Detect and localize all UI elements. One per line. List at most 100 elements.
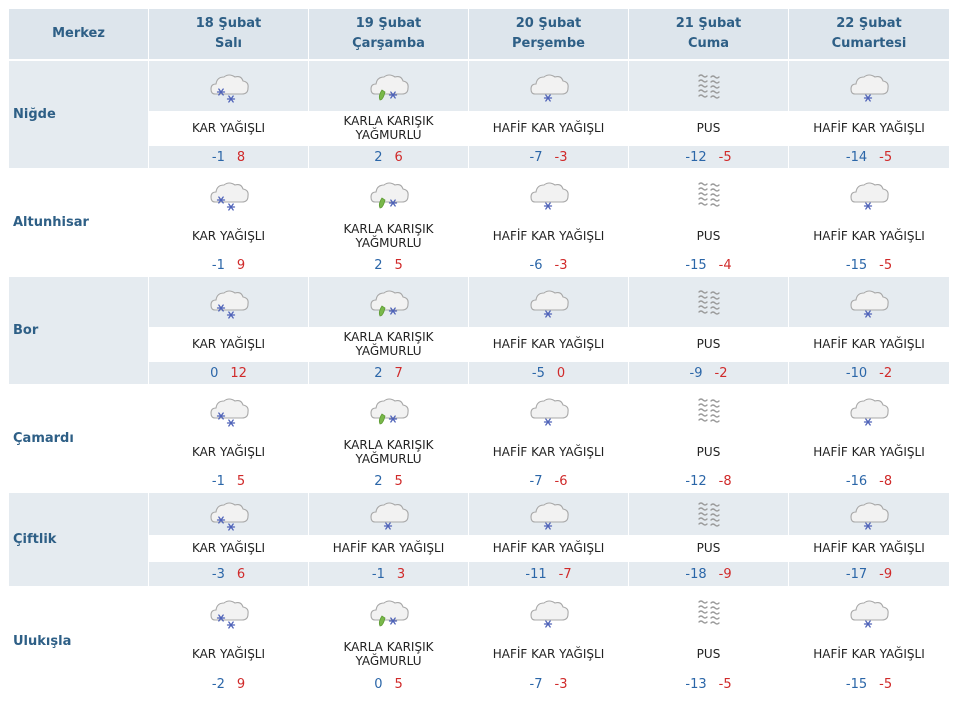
min-temperature: -13 xyxy=(685,676,707,692)
header-day: 22 Şubat Cumartesi xyxy=(789,9,949,59)
max-temperature: 7 xyxy=(394,365,403,381)
temperature-cell: -11 -7 xyxy=(469,562,628,586)
weather-description: KAR YAĞIŞLI xyxy=(191,541,266,556)
day-weekday: Cumartesi xyxy=(831,36,907,51)
min-temperature: -7 xyxy=(529,676,543,692)
weather-description: HAFİF KAR YAĞIŞLI xyxy=(492,445,605,460)
weather-description-cell: PUS xyxy=(629,218,788,255)
weather-description-cell: KAR YAĞIŞLI xyxy=(149,326,308,363)
header-day: 20 Şubat Perşembe xyxy=(469,9,629,59)
weather-description-cell: PUS xyxy=(629,110,788,147)
fog-icon xyxy=(687,284,731,320)
weather-description-cell: KAR YAĞIŞLI xyxy=(149,434,308,471)
forecast-cell: PUS -12 -5 xyxy=(629,61,789,168)
temperature-cell: -17 -9 xyxy=(789,562,949,586)
forecast-cell: PUS -13 -5 xyxy=(629,587,789,696)
weather-description-cell: HAFİF KAR YAĞIŞLI xyxy=(789,218,949,255)
table-row: Çiftlik KAR YAĞIŞLI -3 6 HAFİF KAR YAĞIŞLI -1… xyxy=(9,492,949,586)
max-temperature: -5 xyxy=(718,149,732,165)
sleet-cloud-icon xyxy=(367,68,411,104)
temperature-cell: -5 0 xyxy=(469,362,628,384)
table-row: Bor KAR YAĞIŞLI 0 12 KARLA KARIŞIK YAĞMURLU 2… xyxy=(9,276,949,384)
weather-description: PUS xyxy=(696,541,721,556)
weather-description: HAFİF KAR YAĞIŞLI xyxy=(813,337,925,352)
forecast-cell: HAFİF KAR YAĞIŞLI -5 0 xyxy=(469,277,629,384)
forecast-cell: KAR YAĞIŞLI -1 8 xyxy=(149,61,309,168)
weather-icon-cell xyxy=(149,385,308,435)
min-temperature: -12 xyxy=(685,473,707,489)
weather-description: HAFİF KAR YAĞIŞLI xyxy=(492,229,605,244)
temperature-cell: -1 5 xyxy=(149,470,308,492)
weather-description-cell: KAR YAĞIŞLI xyxy=(149,636,308,673)
forecast-cell: HAFİF KAR YAĞIŞLI -15 -5 xyxy=(789,587,949,696)
min-temperature: -3 xyxy=(211,566,225,582)
temperature-cell: -7 -3 xyxy=(469,672,628,696)
weather-icon-cell xyxy=(789,587,949,637)
light-snow-cloud-icon xyxy=(847,284,891,320)
temperature-cell: -7 -6 xyxy=(469,470,628,492)
forecast-cell: HAFİF KAR YAĞIŞLI -6 -3 xyxy=(469,169,629,276)
max-temperature: 9 xyxy=(236,676,246,692)
forecast-table: Merkez 18 Şubat Salı 19 Şubat Çarşamba 2… xyxy=(9,9,949,696)
max-temperature: -6 xyxy=(554,473,568,489)
max-temperature: -9 xyxy=(718,566,732,582)
fog-icon xyxy=(687,392,731,428)
min-temperature: -5 xyxy=(531,365,545,381)
district-name[interactable]: Çiftlik xyxy=(9,493,149,586)
fog-icon xyxy=(687,176,731,212)
day-date: 22 Şubat xyxy=(836,16,902,31)
weather-description: KAR YAĞIŞLI xyxy=(191,229,266,244)
light-snow-cloud-icon xyxy=(527,392,571,428)
day-date: 18 Şubat xyxy=(195,16,262,31)
forecast-cell: HAFİF KAR YAĞIŞLI -7 -3 xyxy=(469,61,629,168)
max-temperature: -3 xyxy=(554,149,568,165)
sleet-cloud-icon xyxy=(367,284,411,320)
table-row: Altunhisar KAR YAĞIŞLI -1 9 KARLA KARIŞIK YA… xyxy=(9,168,949,276)
light-snow-cloud-icon xyxy=(527,284,571,320)
header-center: Merkez xyxy=(9,9,149,59)
temperature-cell: -2 9 xyxy=(149,672,308,696)
day-weekday: Çarşamba xyxy=(352,36,425,51)
temperature-cell: -3 6 xyxy=(149,562,308,586)
min-temperature: -1 xyxy=(211,473,225,489)
weather-description: KAR YAĞIŞLI xyxy=(191,647,266,662)
temperature-cell: -9 -2 xyxy=(629,362,788,384)
weather-description: HAFİF KAR YAĞIŞLI xyxy=(813,541,925,556)
light-snow-cloud-icon xyxy=(527,68,571,104)
temperature-cell: -15 -5 xyxy=(789,254,949,276)
table-row: Çamardı KAR YAĞIŞLI -1 5 KARLA KARIŞIK YAĞMU… xyxy=(9,384,949,492)
max-temperature: -3 xyxy=(554,676,568,692)
district-name[interactable]: Altunhisar xyxy=(9,169,149,276)
weather-description-cell: KARLA KARIŞIK YAĞMURLU xyxy=(309,434,468,471)
max-temperature: -9 xyxy=(879,566,893,582)
temperature-cell: -7 -3 xyxy=(469,146,628,168)
weather-icon-cell xyxy=(629,385,788,435)
district-name[interactable]: Ulukışla xyxy=(9,587,149,696)
district-name[interactable]: Çamardı xyxy=(9,385,149,492)
forecast-cell: HAFİF KAR YAĞIŞLI -11 -7 xyxy=(469,493,629,586)
weather-description-cell: PUS xyxy=(629,326,788,363)
header-day: 18 Şubat Salı xyxy=(149,9,309,59)
forecast-cell: HAFİF KAR YAĞIŞLI -7 -6 xyxy=(469,385,629,492)
min-temperature: 0 xyxy=(374,676,383,692)
weather-icon-cell xyxy=(789,385,949,435)
temperature-cell: -13 -5 xyxy=(629,672,788,696)
max-temperature: -5 xyxy=(879,257,893,273)
snow-cloud-icon xyxy=(207,176,251,212)
table-row: Niğde KAR YAĞIŞLI -1 8 KARLA KARIŞIK YAĞMURL… xyxy=(9,60,949,168)
weather-description-cell: HAFİF KAR YAĞIŞLI xyxy=(469,636,628,673)
light-snow-cloud-icon xyxy=(527,176,571,212)
forecast-cell: PUS -15 -4 xyxy=(629,169,789,276)
min-temperature: -10 xyxy=(845,365,868,381)
weather-description: HAFİF KAR YAĞIŞLI xyxy=(492,647,605,662)
district-name[interactable]: Niğde xyxy=(9,61,149,168)
forecast-cell: KAR YAĞIŞLI -3 6 xyxy=(149,493,309,586)
max-temperature: -5 xyxy=(879,149,893,165)
weather-icon-cell xyxy=(469,493,628,535)
sleet-cloud-icon xyxy=(367,392,411,428)
forecast-cell: KAR YAĞIŞLI -2 9 xyxy=(149,587,309,696)
district-name[interactable]: Bor xyxy=(9,277,149,384)
weather-icon-cell xyxy=(309,61,468,111)
weather-description: HAFİF KAR YAĞIŞLI xyxy=(813,445,925,460)
weather-description-cell: HAFİF KAR YAĞIŞLI xyxy=(469,110,628,147)
